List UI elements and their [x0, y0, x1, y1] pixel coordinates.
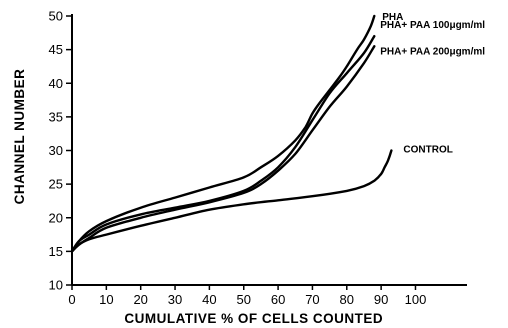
x-ticks: 0 10 20 30 40 50 60 70 80 90 100 — [68, 285, 426, 307]
x-tick-label: 10 — [99, 292, 113, 307]
y-tick-label: 15 — [49, 244, 63, 259]
series-line-pha--2 — [70, 45, 376, 253]
y-tick-label: 35 — [49, 109, 63, 124]
x-tick-label: 80 — [340, 292, 354, 307]
x-tick-label: 60 — [271, 292, 285, 307]
x-tick-label: 90 — [374, 292, 388, 307]
y-tick-label: 20 — [49, 210, 63, 225]
series-line-pha--1 — [70, 35, 376, 253]
x-tick-label: 20 — [133, 292, 147, 307]
axes — [71, 14, 467, 286]
series-line-control-3 — [70, 149, 393, 253]
y-tick-label: 30 — [49, 143, 63, 158]
y-axis-label: CHANNEL NUMBER — [12, 69, 27, 205]
y-tick-label: 50 — [49, 9, 63, 24]
x-tick-label: 70 — [305, 292, 319, 307]
series-label-control-3: CONTROL — [403, 145, 452, 156]
x-tick-label: 100 — [405, 292, 427, 307]
x-axis-label: CUMULATIVE % OF CELLS COUNTED — [124, 311, 383, 326]
x-tick-label: 40 — [202, 292, 216, 307]
x-tick-label: 30 — [168, 292, 182, 307]
series-label-pha--1: PHA+ PAA 100μgm/ml — [380, 20, 485, 31]
y-tick-label: 25 — [49, 177, 63, 192]
x-tick-label: 50 — [237, 292, 251, 307]
y-tick-label: 10 — [49, 278, 63, 293]
series-label-pha--2: PHA+ PAA 200μgm/ml — [380, 46, 485, 57]
y-tick-label: 40 — [49, 76, 63, 91]
series-lines — [70, 14, 393, 253]
series-line-pha-0 — [70, 14, 376, 253]
y-ticks: 10 15 20 25 30 35 40 45 50 — [49, 9, 72, 293]
series-label-pha-0: PHA — [382, 12, 403, 23]
x-tick-label: 0 — [68, 292, 75, 307]
y-tick-label: 45 — [49, 42, 63, 57]
